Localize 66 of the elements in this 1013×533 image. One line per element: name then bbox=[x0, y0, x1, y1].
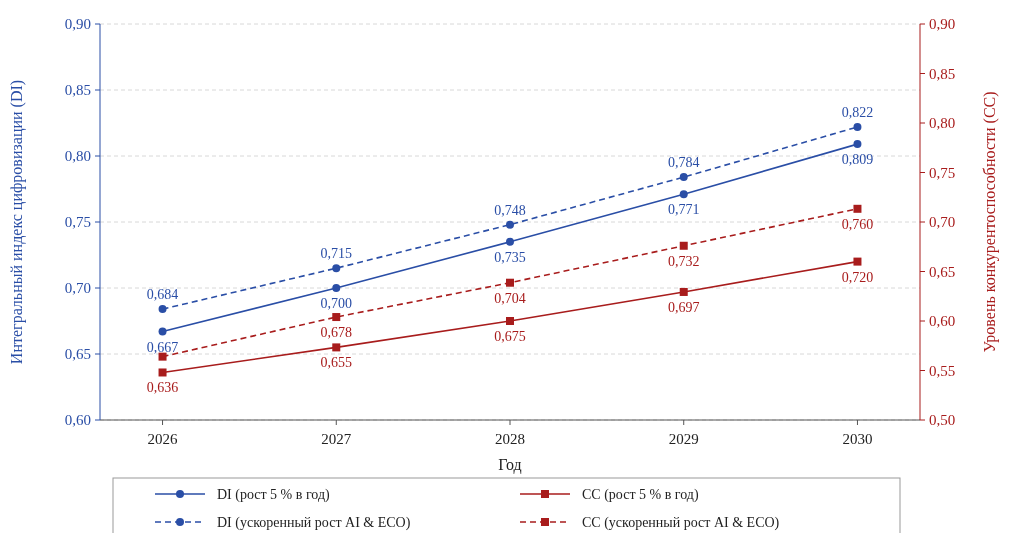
data-label: 0,771 bbox=[667, 202, 700, 218]
point bbox=[332, 264, 341, 273]
point bbox=[158, 327, 167, 336]
y2-tick-label: 0,75 bbox=[929, 164, 956, 181]
legend-label: DI (ускоренный рост AI & ECO) bbox=[217, 514, 411, 531]
y-tick-label: 0,75 bbox=[64, 214, 91, 231]
point bbox=[679, 241, 688, 250]
y-tick-label: 0,90 bbox=[64, 16, 91, 33]
legend-label: CC (рост 5 % в год) bbox=[582, 486, 699, 503]
x-tick-label: 2029 bbox=[668, 431, 699, 447]
y2-tick-label: 0,50 bbox=[929, 412, 956, 429]
data-label: 0,655 bbox=[320, 355, 353, 371]
y-axis-title: Интегральный индекс цифровизации (DI) bbox=[8, 79, 26, 365]
y2-tick-label: 0,80 bbox=[929, 115, 956, 132]
x-tick-label: 2027 bbox=[321, 431, 352, 447]
point bbox=[332, 343, 341, 352]
point bbox=[679, 287, 688, 296]
point bbox=[679, 190, 688, 199]
data-label: 0,675 bbox=[494, 329, 526, 344]
data-label: 0,684 bbox=[146, 287, 179, 303]
legend-label: CC (ускоренный рост AI & ECO) bbox=[582, 514, 780, 531]
y2-tick-label: 0,55 bbox=[929, 362, 956, 379]
data-label: 0,784 bbox=[667, 155, 700, 171]
x-axis-title: Год bbox=[498, 456, 522, 474]
point bbox=[853, 140, 862, 149]
point bbox=[158, 305, 167, 314]
point bbox=[853, 257, 862, 266]
y-tick-label: 0,60 bbox=[64, 412, 91, 429]
y-tick-label: 0,80 bbox=[64, 148, 91, 165]
data-label: 0,720 bbox=[841, 269, 874, 285]
data-label: 0,735 bbox=[494, 249, 526, 265]
point bbox=[853, 204, 862, 213]
point bbox=[332, 284, 341, 292]
data-label: 0,760 bbox=[841, 216, 874, 232]
point bbox=[506, 237, 514, 246]
y2-tick-label: 0,90 bbox=[929, 16, 956, 33]
y2-tick-label: 0,65 bbox=[929, 263, 956, 280]
y2-tick-label: 0,85 bbox=[929, 65, 956, 82]
y2-tick-label: 0,60 bbox=[929, 313, 956, 330]
data-label: 0,809 bbox=[841, 152, 874, 168]
y-tick-label: 0,65 bbox=[64, 346, 91, 363]
point bbox=[332, 313, 341, 322]
data-label: 0,697 bbox=[667, 299, 700, 315]
x-tick-label: 2030 bbox=[842, 431, 873, 447]
data-label: 0,667 bbox=[146, 339, 179, 355]
y-tick-label: 0,70 bbox=[64, 280, 91, 297]
data-label: 0,732 bbox=[667, 253, 700, 269]
point bbox=[158, 368, 167, 377]
legend-label: DI (рост 5 % в год) bbox=[217, 486, 330, 503]
x-tick-label: 2028 bbox=[495, 431, 525, 447]
data-label: 0,715 bbox=[320, 246, 353, 262]
x-tick-label: 2026 bbox=[147, 431, 179, 447]
point bbox=[506, 317, 514, 325]
data-label: 0,700 bbox=[320, 296, 353, 311]
data-label: 0,636 bbox=[146, 380, 179, 396]
data-label: 0,748 bbox=[494, 202, 526, 218]
point bbox=[853, 122, 862, 131]
y2-axis-title: Уровень конкурентоспособности (CC) bbox=[981, 91, 999, 353]
y2-tick-label: 0,70 bbox=[929, 214, 956, 231]
point bbox=[679, 173, 688, 182]
point bbox=[506, 278, 514, 287]
data-label: 0,704 bbox=[494, 290, 526, 306]
y-tick-label: 0,85 bbox=[64, 82, 91, 99]
data-label: 0,822 bbox=[841, 104, 874, 120]
data-label: 0,678 bbox=[320, 325, 353, 341]
point bbox=[506, 220, 514, 229]
